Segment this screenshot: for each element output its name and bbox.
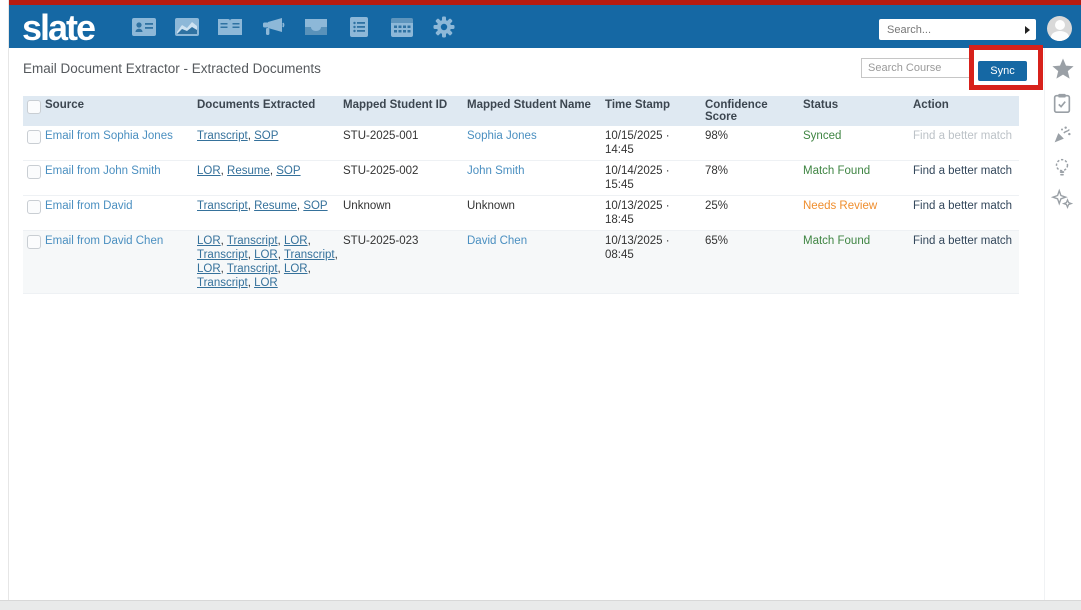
confidence-cell: 65% bbox=[705, 235, 729, 247]
star-icon[interactable] bbox=[1051, 57, 1075, 81]
document-link[interactable]: Transcript bbox=[226, 263, 278, 275]
inbox-tray-icon[interactable] bbox=[303, 15, 329, 39]
document-link[interactable]: SOP bbox=[276, 165, 301, 177]
document-link[interactable]: Transcript bbox=[197, 249, 248, 261]
timestamp-cell: 10/14/2025 · 15:45 bbox=[605, 165, 670, 191]
main-nav bbox=[131, 14, 458, 40]
confidence-cell: 98% bbox=[705, 130, 729, 142]
row-checkbox[interactable] bbox=[27, 165, 41, 179]
document-link[interactable]: Transcript bbox=[197, 130, 248, 142]
row-checkbox[interactable] bbox=[27, 235, 41, 249]
column-header: Status bbox=[803, 99, 839, 111]
table-header-row: Source Documents Extracted Mapped Student … bbox=[23, 96, 1019, 126]
row-checkbox[interactable] bbox=[27, 200, 41, 214]
find-better-match-action[interactable]: Find a better match bbox=[913, 200, 1013, 212]
extracted-documents-table: Source Documents Extracted Mapped Student … bbox=[23, 96, 1019, 294]
student-id-cell: STU-2025-001 bbox=[343, 130, 419, 142]
megaphone-icon[interactable] bbox=[260, 15, 286, 39]
table-row: Email from Sophia Jones Transcript, SOP ST… bbox=[23, 126, 1019, 161]
source-link[interactable]: Email from David bbox=[45, 200, 133, 212]
table-row: Email from David Chen LOR, Transcript, LO… bbox=[23, 231, 1019, 294]
student-id-cell: Unknown bbox=[343, 200, 391, 212]
source-link[interactable]: Email from Sophia Jones bbox=[45, 130, 173, 142]
status-badge: Match Found bbox=[803, 235, 871, 247]
table-row: Email from John Smith LOR, Resume, SOP STU… bbox=[23, 161, 1019, 196]
settings-gear-icon[interactable] bbox=[432, 15, 458, 39]
document-link[interactable]: Resume bbox=[227, 165, 270, 177]
bottom-footer-strip bbox=[0, 600, 1081, 610]
top-navigation-bar: slate bbox=[9, 5, 1081, 48]
student-id-cell: STU-2025-002 bbox=[343, 165, 419, 177]
column-header: Source bbox=[45, 99, 84, 111]
column-header: Documents Extracted bbox=[197, 99, 316, 111]
student-name-link[interactable]: Sophia Jones bbox=[467, 130, 537, 142]
sync-button[interactable]: Sync bbox=[978, 61, 1027, 81]
column-header: Time Stamp bbox=[605, 99, 670, 111]
document-link[interactable]: Resume bbox=[254, 200, 297, 212]
timestamp-cell: 10/13/2025 · 18:45 bbox=[605, 200, 670, 226]
document-link[interactable]: LOR bbox=[197, 165, 221, 177]
column-header: Confidence Score bbox=[705, 99, 768, 123]
find-better-match-action: Find a better match bbox=[913, 130, 1013, 142]
open-book-icon[interactable] bbox=[217, 15, 243, 39]
id-card-icon[interactable] bbox=[131, 15, 157, 39]
search-dropdown-caret-icon[interactable] bbox=[1025, 25, 1030, 34]
timestamp-cell: 10/15/2025 · 14:45 bbox=[605, 130, 670, 156]
document-link[interactable]: LOR bbox=[254, 277, 278, 289]
document-link[interactable]: SOP bbox=[303, 200, 328, 212]
document-list-icon[interactable] bbox=[346, 15, 372, 39]
document-link[interactable]: LOR bbox=[283, 235, 308, 247]
student-name-link[interactable]: David Chen bbox=[467, 235, 528, 247]
document-link[interactable]: Transcript bbox=[197, 200, 248, 212]
select-all-checkbox[interactable] bbox=[27, 100, 41, 114]
document-link[interactable]: Transcript bbox=[226, 235, 278, 247]
top-red-line bbox=[9, 0, 1081, 5]
row-checkbox[interactable] bbox=[27, 130, 41, 144]
document-link[interactable]: LOR bbox=[197, 235, 221, 247]
document-link[interactable]: Transcript bbox=[283, 249, 335, 261]
confidence-cell: 78% bbox=[705, 165, 729, 177]
status-badge: Synced bbox=[803, 130, 842, 142]
global-search-box bbox=[879, 19, 1036, 40]
calendar-grid-icon[interactable] bbox=[389, 15, 415, 39]
column-header: Mapped Student Name bbox=[467, 99, 591, 111]
right-icon-rail bbox=[1044, 48, 1081, 601]
party-popper-icon[interactable] bbox=[1051, 124, 1075, 148]
sparkles-icon[interactable] bbox=[1050, 188, 1075, 212]
status-badge: Needs Review bbox=[803, 200, 878, 212]
source-link[interactable]: Email from David Chen bbox=[45, 235, 164, 247]
document-link[interactable]: SOP bbox=[254, 130, 279, 142]
student-id-cell: STU-2025-023 bbox=[343, 235, 419, 247]
column-header: Mapped Student ID bbox=[343, 99, 448, 111]
user-avatar[interactable] bbox=[1047, 16, 1072, 41]
global-search-input[interactable] bbox=[885, 22, 1025, 37]
timestamp-cell: 10/13/2025 · 08:45 bbox=[605, 235, 670, 261]
lightbulb-icon[interactable] bbox=[1051, 156, 1075, 180]
slate-logo: slate bbox=[22, 7, 96, 48]
document-link[interactable]: LOR bbox=[283, 263, 308, 275]
table-row: Email from David Transcript, Resume, SOP U… bbox=[23, 196, 1019, 231]
document-link[interactable]: Transcript bbox=[197, 277, 248, 289]
student-name-link[interactable]: John Smith bbox=[467, 165, 525, 177]
clipboard-check-icon[interactable] bbox=[1051, 92, 1075, 116]
column-header: Action bbox=[913, 99, 949, 111]
document-link[interactable]: LOR bbox=[197, 263, 221, 275]
find-better-match-action[interactable]: Find a better match bbox=[913, 165, 1013, 177]
document-link[interactable]: LOR bbox=[254, 249, 278, 261]
student-name-text: Unknown bbox=[467, 200, 515, 212]
source-link[interactable]: Email from John Smith bbox=[45, 165, 161, 177]
find-better-match-action[interactable]: Find a better match bbox=[913, 235, 1013, 247]
avatar-silhouette-icon bbox=[1054, 20, 1065, 30]
app-window: slate bbox=[8, 0, 1081, 601]
area-chart-icon[interactable] bbox=[174, 15, 200, 39]
confidence-cell: 25% bbox=[705, 200, 729, 212]
page-title: Email Document Extractor - Extracted Doc… bbox=[23, 61, 321, 76]
course-search-input[interactable] bbox=[861, 58, 971, 78]
status-badge: Match Found bbox=[803, 165, 871, 177]
table-body: Email from Sophia Jones Transcript, SOP ST… bbox=[23, 126, 1019, 294]
